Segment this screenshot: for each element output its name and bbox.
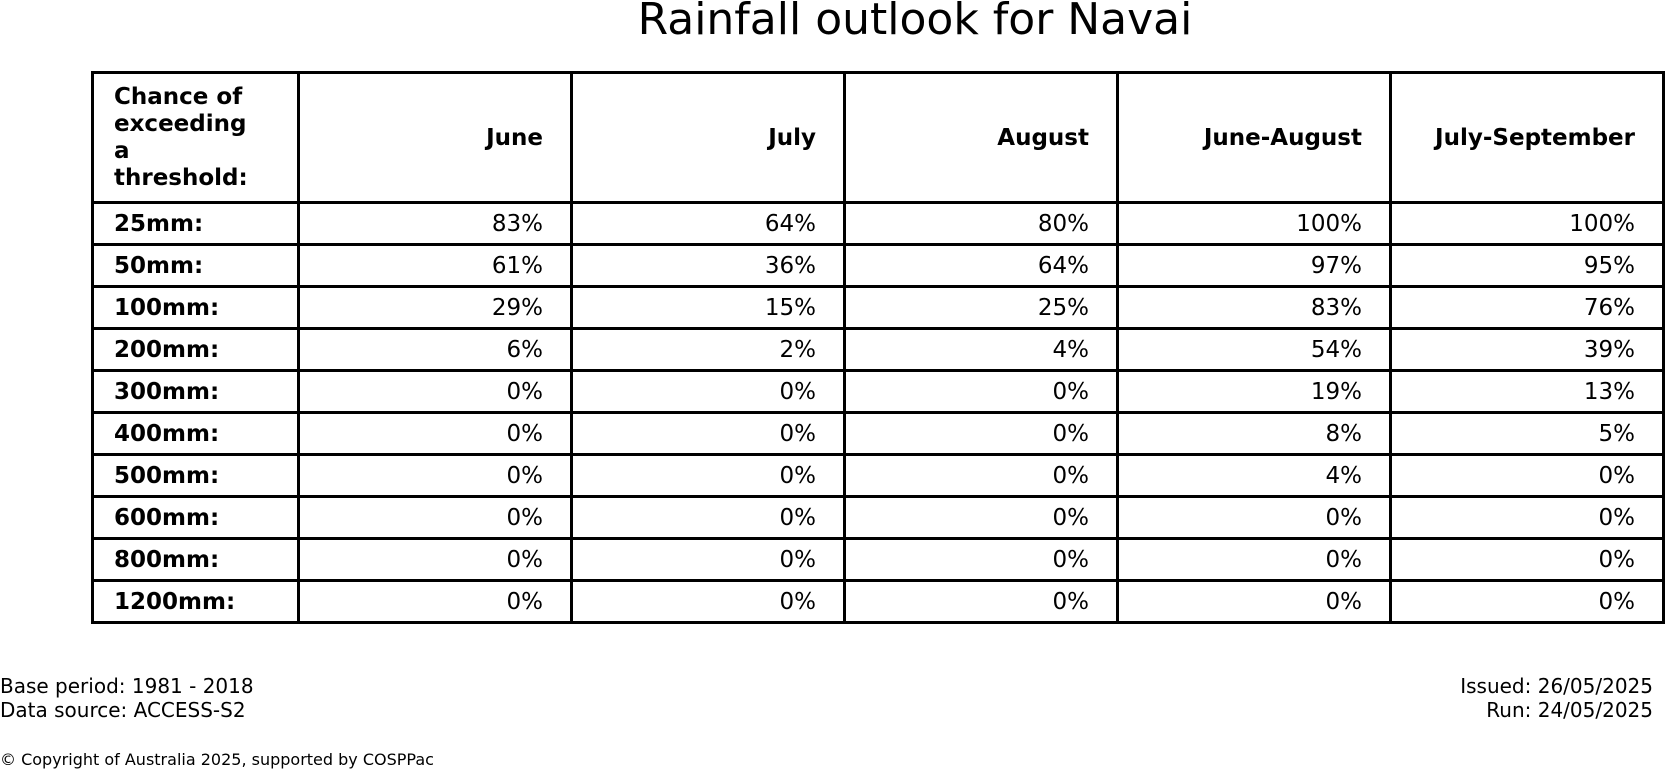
threshold-label: 25mm: [91, 201, 300, 246]
probability-cell: 0% [1116, 579, 1392, 624]
threshold-label: 50mm: [91, 243, 300, 288]
threshold-label: 200mm: [91, 327, 300, 372]
probability-cell: 54% [1116, 327, 1392, 372]
probability-cell: 4% [1116, 453, 1392, 498]
probability-cell: 64% [843, 243, 1119, 288]
probability-cell: 100% [1116, 201, 1392, 246]
data-source: Data source: ACCESS-S2 [0, 698, 246, 722]
probability-cell: 0% [843, 453, 1119, 498]
table-row: 1200mm: 0% 0% 0% 0% 0% [91, 579, 1665, 624]
table-row: 100mm: 29% 15% 25% 83% 76% [91, 285, 1665, 330]
table-row: 25mm: 83% 64% 80% 100% 100% [91, 201, 1665, 246]
threshold-label: 100mm: [91, 285, 300, 330]
probability-cell: 0% [570, 579, 846, 624]
threshold-label: 300mm: [91, 369, 300, 414]
table-row: 300mm: 0% 0% 0% 19% 13% [91, 369, 1665, 414]
probability-cell: 0% [843, 495, 1119, 540]
probability-cell: 0% [1116, 495, 1392, 540]
probability-cell: 15% [570, 285, 846, 330]
probability-cell: 0% [297, 579, 573, 624]
column-header: June [297, 71, 573, 204]
probability-cell: 0% [570, 495, 846, 540]
probability-cell: 0% [1389, 579, 1665, 624]
issued-date: Issued: 26/05/2025 [1460, 674, 1653, 698]
table-row: 50mm: 61% 36% 64% 97% 95% [91, 243, 1665, 288]
probability-cell: 2% [570, 327, 846, 372]
probability-cell: 0% [570, 537, 846, 582]
probability-cell: 100% [1389, 201, 1665, 246]
threshold-label: 400mm: [91, 411, 300, 456]
probability-cell: 61% [297, 243, 573, 288]
threshold-label: 600mm: [91, 495, 300, 540]
column-header: June-August [1116, 71, 1392, 204]
copyright-notice: © Copyright of Australia 2025, supported… [0, 750, 434, 769]
probability-cell: 19% [1116, 369, 1392, 414]
probability-cell: 76% [1389, 285, 1665, 330]
table-row: 400mm: 0% 0% 0% 8% 5% [91, 411, 1665, 456]
run-date: Run: 24/05/2025 [1486, 698, 1653, 722]
threshold-label: 500mm: [91, 453, 300, 498]
corner-header: Chance of exceeding a threshold: [91, 71, 300, 204]
table-row: 800mm: 0% 0% 0% 0% 0% [91, 537, 1665, 582]
probability-cell: 39% [1389, 327, 1665, 372]
threshold-label: 1200mm: [91, 579, 300, 624]
probability-cell: 0% [570, 369, 846, 414]
probability-cell: 0% [843, 411, 1119, 456]
table-body: 25mm: 83% 64% 80% 100% 100% 50mm: 61% 36% 64% 97% 9… [91, 201, 1665, 624]
probability-cell: 4% [843, 327, 1119, 372]
probability-cell: 0% [843, 369, 1119, 414]
probability-cell: 83% [297, 201, 573, 246]
probability-cell: 0% [297, 453, 573, 498]
table-row: 600mm: 0% 0% 0% 0% 0% [91, 495, 1665, 540]
table-row: 200mm: 6% 2% 4% 54% 39% [91, 327, 1665, 372]
corner-header-line: a threshold: [114, 137, 248, 191]
probability-cell: 8% [1116, 411, 1392, 456]
probability-cell: 64% [570, 201, 846, 246]
probability-cell: 0% [1389, 495, 1665, 540]
probability-cell: 0% [843, 579, 1119, 624]
probability-cell: 0% [297, 369, 573, 414]
probability-cell: 97% [1116, 243, 1392, 288]
corner-header-line: Chance of [114, 83, 243, 110]
probability-cell: 36% [570, 243, 846, 288]
probability-cell: 0% [570, 411, 846, 456]
column-header: July-September [1389, 71, 1665, 204]
probability-cell: 80% [843, 201, 1119, 246]
probability-cell: 29% [297, 285, 573, 330]
probability-cell: 25% [843, 285, 1119, 330]
probability-cell: 83% [1116, 285, 1392, 330]
outlook-table: Chance of exceeding a threshold: June Ju… [91, 71, 1665, 624]
probability-cell: 0% [297, 495, 573, 540]
footer-left: Base period: 1981 - 2018 Data source: AC… [0, 674, 254, 722]
corner-header-line: exceeding [114, 110, 247, 137]
probability-cell: 95% [1389, 243, 1665, 288]
probability-cell: 0% [297, 537, 573, 582]
column-header: August [843, 71, 1119, 204]
footer-right: Issued: 26/05/2025 Run: 24/05/2025 [1460, 674, 1653, 722]
probability-cell: 0% [297, 411, 573, 456]
probability-cell: 0% [843, 537, 1119, 582]
base-period: Base period: 1981 - 2018 [0, 674, 254, 698]
probability-cell: 0% [1389, 453, 1665, 498]
table-row: 500mm: 0% 0% 0% 4% 0% [91, 453, 1665, 498]
threshold-label: 800mm: [91, 537, 300, 582]
probability-cell: 6% [297, 327, 573, 372]
column-header: July [570, 71, 846, 204]
table-header-row: Chance of exceeding a threshold: June Ju… [91, 71, 1665, 204]
probability-cell: 0% [570, 453, 846, 498]
probability-cell: 0% [1116, 537, 1392, 582]
probability-cell: 5% [1389, 411, 1665, 456]
chart-title: Rainfall outlook for Navai [637, 0, 1193, 45]
probability-cell: 13% [1389, 369, 1665, 414]
probability-cell: 0% [1389, 537, 1665, 582]
